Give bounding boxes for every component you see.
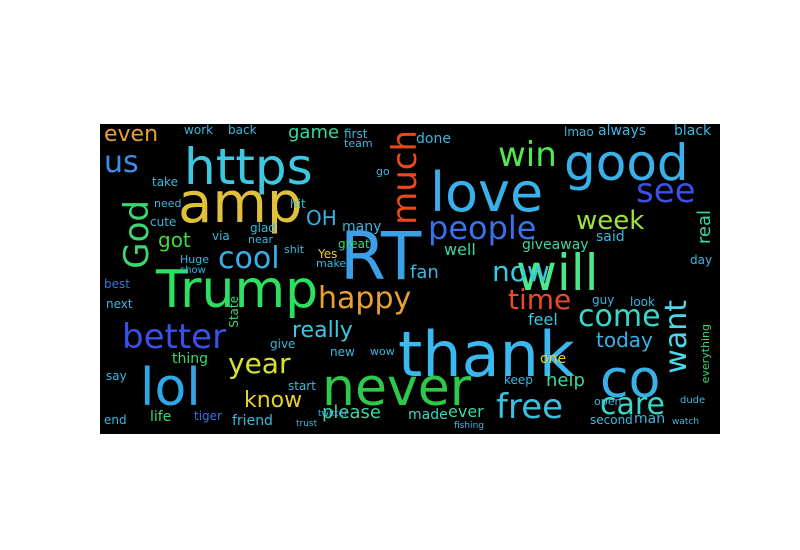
word-cool: cool xyxy=(218,241,280,276)
word-glad: glad xyxy=(250,221,276,235)
word-first: first xyxy=(344,127,368,141)
word-open: open xyxy=(594,395,622,408)
word-thing: thing xyxy=(172,351,209,367)
word-everything: everything xyxy=(699,324,712,384)
word-ever: ever xyxy=(448,402,484,421)
word-even: even xyxy=(104,124,159,147)
word-friend: friend xyxy=(232,413,273,429)
word-god: God xyxy=(117,200,157,269)
word-year: year xyxy=(228,347,291,380)
word-guy: guy xyxy=(592,293,615,307)
word-wow: wow xyxy=(370,345,395,358)
word-come: come xyxy=(578,299,661,334)
word-watch: watch xyxy=(672,417,700,427)
word-amp: amp xyxy=(178,171,303,236)
word-see: see xyxy=(636,171,696,211)
word-hit: hit xyxy=(290,197,306,211)
word-need: need xyxy=(154,197,182,210)
word-via: via xyxy=(212,229,230,243)
word-happy: happy xyxy=(318,281,412,316)
word-us: us xyxy=(104,145,139,180)
word-lol: lol xyxy=(140,358,201,418)
word-start: start xyxy=(288,379,316,393)
word-thank: thank xyxy=(398,318,575,391)
word-https: https xyxy=(184,138,313,196)
word-today: today xyxy=(596,328,653,352)
word-next: next xyxy=(106,297,133,311)
word-state: State xyxy=(227,296,241,328)
word-great: great xyxy=(338,237,370,251)
word-good: good xyxy=(564,134,689,192)
word-best: best xyxy=(104,277,130,291)
word-done: done xyxy=(416,131,451,147)
word-give: give xyxy=(270,337,296,351)
word-feel: feel xyxy=(528,310,558,329)
word-fishing: fishing xyxy=(454,421,484,431)
word-lmao: lmao xyxy=(564,125,594,139)
word-trust: trust xyxy=(296,419,318,429)
word-huge: Huge xyxy=(180,253,209,266)
word-back: back xyxy=(228,124,257,137)
word-many: many xyxy=(342,219,382,235)
word-life: life xyxy=(150,409,172,425)
word-yes: Yes xyxy=(318,247,338,261)
word-man: man xyxy=(634,411,666,427)
word-rt: RT xyxy=(340,218,422,295)
word-cloud: https amp love good RT will Trump thank … xyxy=(100,124,720,434)
word-giveaway: giveaway xyxy=(522,237,589,253)
word-really: really xyxy=(292,318,353,343)
word-time: time xyxy=(508,283,572,316)
word-near: near xyxy=(248,233,274,246)
word-day: day xyxy=(690,253,713,267)
word-game: game xyxy=(288,124,340,143)
word-say: say xyxy=(106,369,127,383)
word-second: second xyxy=(590,413,633,427)
word-got: got xyxy=(158,228,191,252)
word-help: help xyxy=(546,370,585,391)
word-now: now xyxy=(492,255,550,288)
word-shit: shit xyxy=(284,243,305,256)
word-will: will xyxy=(516,244,599,302)
word-make: make xyxy=(316,257,347,270)
word-win: win xyxy=(498,135,557,175)
word-oh: OH xyxy=(306,206,337,230)
word-want: want xyxy=(659,300,694,374)
word-cute: cute xyxy=(150,215,177,229)
word-team: team xyxy=(344,137,373,150)
word-work: work xyxy=(184,124,214,137)
word-know: know xyxy=(244,388,303,413)
word-look: look xyxy=(630,295,655,309)
word-never: never xyxy=(322,358,472,418)
word-fan: fan xyxy=(410,262,439,283)
word-free: free xyxy=(496,387,564,427)
word-please: please xyxy=(322,402,381,423)
word-go: go xyxy=(376,165,390,178)
word-one: one xyxy=(540,351,567,367)
word-trump: Trump xyxy=(156,260,319,320)
word-week: week xyxy=(576,206,645,236)
word-black: black xyxy=(674,124,712,139)
word-said: said xyxy=(596,229,625,245)
word-new: new xyxy=(330,345,355,359)
word-always: always xyxy=(598,124,647,139)
word-dude: dude xyxy=(680,395,706,406)
word-better: better xyxy=(122,317,227,357)
word-tiger: tiger xyxy=(194,409,222,423)
word-twitter: twitter xyxy=(318,409,348,419)
word-keep: keep xyxy=(504,373,533,387)
word-end: end xyxy=(104,413,127,427)
word-co: co xyxy=(600,350,661,410)
word-show: show xyxy=(180,265,206,276)
word-take: take xyxy=(152,175,178,189)
word-care: care xyxy=(600,387,666,422)
word-love: love xyxy=(430,161,544,224)
word-made: made xyxy=(408,407,448,423)
word-real: real xyxy=(694,210,715,245)
word-well: well xyxy=(444,240,476,259)
word-people: people xyxy=(428,209,537,247)
